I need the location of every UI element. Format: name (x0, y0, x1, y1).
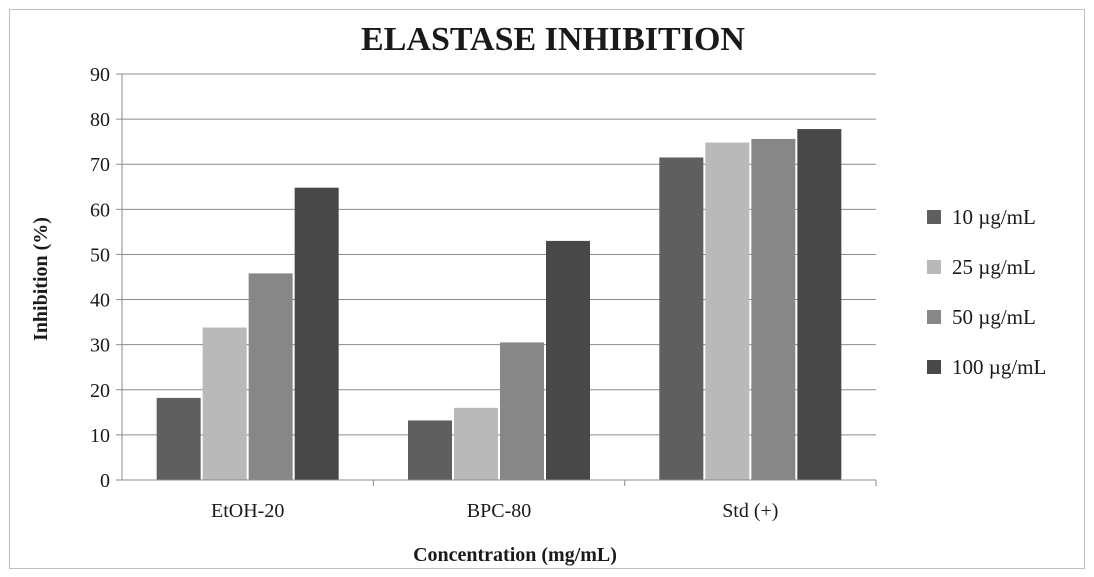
y-tick-label: 40 (90, 290, 110, 312)
bar (248, 273, 293, 480)
y-tick-label: 80 (90, 109, 110, 131)
bar (797, 129, 842, 480)
bar (294, 187, 339, 480)
y-tick-label: 50 (90, 244, 110, 266)
gridlines (122, 73, 876, 436)
bar (546, 240, 590, 480)
legend-label: 100 µg/mL (952, 355, 1046, 379)
legend: 10 µg/mL 25 µg/mL 50 µg/mL 100 µg/mL (927, 205, 1046, 379)
y-tick-label: 10 (90, 425, 110, 447)
legend-label: 10 µg/mL (952, 205, 1036, 229)
legend-swatch (927, 210, 941, 224)
y-tick-label: 60 (90, 199, 110, 221)
chart-title: ELASTASE INHIBITION (361, 21, 745, 58)
y-tick-labels: 0 10 20 30 40 50 60 70 80 90 (90, 64, 110, 492)
y-tick-label: 90 (90, 64, 110, 86)
x-tick-label: Std (+) (722, 500, 778, 522)
bar (659, 157, 704, 480)
bar (454, 407, 498, 480)
x-axis-label: Concentration (mg/mL) (413, 544, 617, 566)
legend-swatch (927, 310, 941, 324)
bar (705, 142, 750, 480)
bar (202, 327, 247, 480)
bar (500, 342, 544, 480)
y-axis-label: Inhibition (%) (30, 217, 52, 341)
legend-swatch (927, 360, 941, 374)
x-tick-labels: EtOH-20 BPC-80 Std (+) (211, 500, 778, 522)
bar (156, 397, 201, 480)
bars (156, 129, 842, 480)
bar (751, 138, 796, 480)
y-tick-label: 20 (90, 380, 110, 402)
y-tick-label: 70 (90, 154, 110, 176)
x-tick-label: EtOH-20 (211, 500, 284, 522)
bar (408, 420, 452, 480)
axes (116, 73, 877, 486)
legend-swatch (927, 260, 941, 274)
legend-label: 50 µg/mL (952, 305, 1036, 329)
y-tick-label: 30 (90, 335, 110, 357)
x-tick-label: BPC-80 (467, 500, 531, 522)
legend-label: 25 µg/mL (952, 255, 1036, 279)
y-tick-label: 0 (100, 470, 110, 492)
